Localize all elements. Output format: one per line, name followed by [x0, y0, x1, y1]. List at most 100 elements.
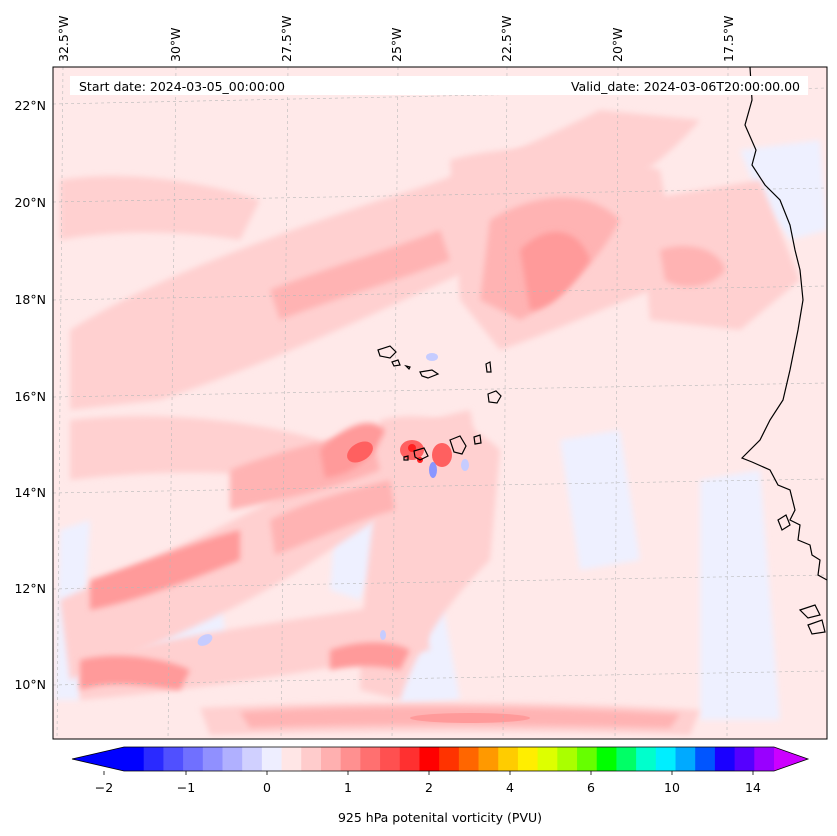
colorbar-swatch [380, 747, 401, 771]
pv-core [347, 441, 373, 463]
colorbar-swatch [498, 747, 519, 771]
negative-pv-region [700, 470, 780, 720]
header-box: Start date: 2024-03-05_00:00:00 Valid_da… [70, 76, 808, 95]
pv-streak [330, 642, 410, 670]
negative-pv-core [426, 353, 438, 361]
latitude-labels: 22°N 20°N 18°N 16°N 14°N 12°N 10°N [14, 98, 46, 692]
colorbar-tick-label: 10 [664, 780, 680, 795]
colorbar-swatch [222, 747, 243, 771]
colorbar-swatch [242, 747, 263, 771]
colorbar-swatch [281, 747, 302, 771]
pv-streak [660, 246, 725, 287]
pv-streak [520, 231, 590, 310]
colorbar-swatch [754, 747, 775, 771]
lat-label: 22°N [14, 98, 46, 113]
island-fogo [413, 447, 429, 461]
negative-pv-core [429, 462, 437, 478]
lat-label: 10°N [14, 677, 46, 692]
pv-streak [410, 713, 530, 723]
start-date-label: Start date: 2024-03-05_00:00:00 [79, 79, 285, 94]
positive-pv-band [640, 180, 800, 330]
colorbar-tick-label: 6 [587, 780, 595, 795]
lon-label: 30°W [168, 27, 183, 62]
colorbar-swatch [577, 747, 598, 771]
lon-label: 22.5°W [499, 16, 514, 62]
colorbar-swatch [517, 747, 539, 771]
colorbar-extend-min [72, 747, 124, 771]
pv-core [432, 443, 452, 467]
map-gridlines [53, 67, 827, 739]
lon-label: 25°W [389, 27, 404, 62]
colorbar-swatch [557, 747, 578, 771]
colorbar-swatch [183, 747, 204, 771]
pv-streak [270, 480, 395, 555]
colorbar-swatch [636, 747, 657, 771]
colorbar-outline [71, 746, 810, 772]
colorbar-tick-label: −1 [177, 780, 195, 795]
island-sao-vicente [391, 359, 401, 367]
negative-pv-region [560, 430, 640, 570]
colorbar-swatch [616, 747, 637, 771]
colorbar-swatch [655, 747, 676, 771]
colorbar-tick-label: 4 [506, 780, 514, 795]
lon-label: 20°W [610, 27, 625, 62]
pv-streak [90, 530, 240, 610]
colorbar-tick-label: −2 [95, 780, 113, 795]
island-santiago [449, 435, 467, 455]
valid-date-label: Valid_date: 2024-03-06T20:00:00.00 [571, 79, 800, 94]
colorbar-swatch [163, 747, 184, 771]
lon-label: 32.5°W [56, 16, 71, 62]
colorbar-swatch [714, 747, 736, 771]
island-santo-antao [377, 345, 397, 359]
lat-label: 16°N [14, 389, 46, 404]
colorbar-swatch [695, 747, 716, 771]
colorbar-swatch [537, 747, 558, 771]
colorbar-tick-label: 1 [344, 780, 352, 795]
pv-contour-field [55, 110, 827, 735]
island-sal [485, 361, 492, 373]
longitude-labels: 32.5°W 30°W 27.5°W 25°W 22.5°W 20°W 17.5… [56, 16, 736, 62]
colorbar-swatch [320, 747, 342, 771]
positive-pv-band [360, 416, 500, 700]
colorbar-swatch [675, 747, 696, 771]
colorbar-swatch [734, 747, 755, 771]
lat-label: 20°N [14, 195, 46, 210]
colorbar-swatch [124, 747, 145, 771]
lat-label: 14°N [14, 485, 46, 500]
positive-pv-band [60, 410, 480, 680]
negative-pv-region [740, 140, 827, 240]
colorbar-title: 925 hPa potenital vorticity (PVU) [338, 810, 542, 825]
colorbar-swatch [301, 747, 322, 771]
colorbar-swatch [360, 747, 381, 771]
island-maio [473, 434, 482, 445]
colorbar-swatch [261, 747, 282, 771]
negative-pv-core [380, 630, 386, 640]
island-brava [403, 455, 409, 461]
lon-label: 17.5°W [721, 16, 736, 62]
colorbar-extend-max [774, 747, 808, 771]
map-frame [52, 66, 828, 740]
positive-pv-band [60, 176, 260, 240]
colorbar-swatch [340, 747, 361, 771]
colorbar-swatch [458, 747, 479, 771]
colorbar-swatch [478, 747, 499, 771]
lon-label: 27.5°W [279, 16, 294, 62]
pv-streak [270, 230, 450, 320]
coastlines [377, 67, 827, 635]
colorbar-swatch [143, 747, 164, 771]
island-boa-vista [487, 390, 502, 404]
colorbar-swatch [399, 747, 420, 771]
colorbar-ticks: −2 −1 0 1 2 4 6 10 14 [95, 780, 761, 795]
lat-label: 18°N [14, 292, 46, 307]
colorbar-tick-label: 0 [263, 780, 271, 795]
pv-core [408, 444, 416, 452]
map-panel [53, 67, 827, 739]
colorbar-tick-label: 2 [425, 780, 433, 795]
africa-coastline [740, 67, 827, 581]
colorbar-swatch [596, 747, 617, 771]
colorbar-swatch [419, 747, 440, 771]
colorbar-swatch [439, 747, 460, 771]
island-sao-nicolau [419, 369, 440, 379]
colorbar-swatch [202, 747, 223, 771]
lat-label: 12°N [14, 581, 46, 596]
